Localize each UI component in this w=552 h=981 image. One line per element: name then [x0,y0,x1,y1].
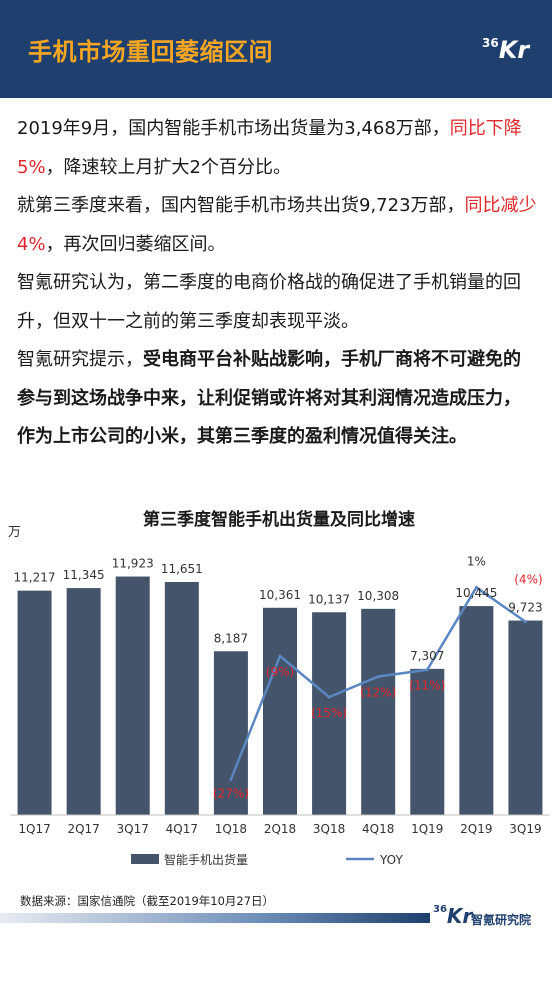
footer-gradient-bar [0,913,430,923]
bar-2Q19 [459,606,494,815]
bar-value-label: 11,923 [112,557,154,571]
logo-number: 36 [482,36,499,50]
footer-logo: 36Kr [433,904,472,928]
yoy-value-label: 1% [467,554,486,568]
bar-value-label: 10,445 [455,586,497,600]
y-axis-unit: 万 [8,525,21,540]
paragraph: 智氪研究认为，第二季度的电商价格战的确促进了手机销量的回升，但双十一之前的第三季… [17,264,537,341]
logo-letters: Kr [498,36,530,64]
yoy-value-label: (12%) [360,686,396,700]
bar-4Q18 [361,608,396,815]
x-tick-label: 2Q18 [264,822,296,836]
x-tick-label: 2Q17 [67,822,99,836]
text-run: 就第三季度来看，国内智能手机市场共出货9,723万部， [17,195,465,216]
bar-value-label: 10,361 [259,588,301,602]
legend-bar-swatch [131,854,159,864]
yoy-point [278,654,282,658]
yoy-point [327,695,331,699]
bar-value-label: 10,137 [308,592,350,606]
yoy-point [229,777,233,781]
bar-value-label: 9,723 [508,601,542,615]
bar-value-label: 10,308 [357,589,399,603]
chart-title: 第三季度智能手机出货量及同比增速 [143,509,415,530]
x-tick-label: 1Q18 [215,822,247,836]
brand-logo: 36Kr [482,36,529,64]
text-run: 智氪研究提示， [17,349,143,370]
bar-3Q19 [508,620,543,815]
yoy-point [523,620,527,624]
yoy-value-label: (27%) [213,786,249,800]
header-banner: 手机市场重回萎缩区间 36Kr [0,0,552,98]
bar-3Q18 [312,612,347,815]
bold-text: 受电商平台补贴战影响，手机厂商将不可避免的参与到这场战争中来，让利促销或许将对其… [17,349,521,447]
x-tick-label: 1Q17 [18,822,50,836]
bar-value-label: 7,307 [410,649,444,663]
highlight-text: 同比减少4% [17,195,537,255]
bar-1Q18 [213,651,248,815]
x-tick-label: 2Q19 [460,822,492,836]
footer-logo-letters: Kr [446,904,473,928]
yoy-value-label: (15%) [311,706,347,720]
bar-1Q17 [17,590,52,815]
bar-4Q17 [164,581,199,815]
legend-line-label: YOY [379,853,403,867]
bar-1Q19 [410,668,445,815]
bar-2Q18 [263,607,297,815]
bar-value-label: 11,217 [14,571,56,585]
x-tick-label: 4Q17 [166,822,198,836]
footer-logo-number: 36 [433,904,447,915]
x-tick-label: 1Q19 [411,822,443,836]
text-run: ，降速较上月扩大2个百分比。 [45,156,292,178]
paragraph: 2019年9月，国内智能手机市场出货量为3,468万部，同比下降5%，降速较上月… [17,110,537,187]
yoy-value-label: (4%) [514,573,542,587]
bar-value-label: 8,187 [214,631,248,645]
highlight-text: 同比下降5% [17,118,522,178]
x-tick-label: 3Q18 [313,822,345,836]
bar-2Q17 [66,588,101,815]
yoy-point [474,585,478,589]
data-source: 数据来源：国家信通院（截至2019年10月27日） [20,894,275,908]
paragraph: 智氪研究提示，受电商平台补贴战影响，手机厂商将不可避免的参与到这场战争中来，让利… [17,341,537,457]
yoy-value-label: (11%) [409,679,445,693]
bar-value-label: 11,345 [63,568,105,582]
x-tick-label: 3Q19 [509,822,541,836]
x-tick-label: 3Q17 [117,822,149,836]
page-title: 手机市场重回萎缩区间 [28,38,273,66]
legend-bar-label: 智能手机出货量 [164,852,248,867]
bar-value-label: 11,651 [161,562,203,576]
yoy-value-label: (9%) [266,665,294,679]
x-tick-label: 4Q18 [362,822,394,836]
bar-3Q17 [115,576,150,815]
article-text: 2019年9月，国内智能手机市场出货量为3,468万部，同比下降5%，降速较上月… [17,110,537,457]
footer-org-name: 智氪研究院 [471,913,532,927]
text-run: 智氪研究认为，第二季度的电商价格战的确促进了手机销量的回升，但双十一之前的第三季… [17,272,521,332]
paragraph: 就第三季度来看，国内智能手机市场共出货9,723万部，同比减少4%，再次回归萎缩… [17,187,537,264]
yoy-point [425,668,429,672]
yoy-point [376,675,380,679]
text-run: ，再次回归萎缩区间。 [45,233,226,255]
shipment-chart: 第三季度智能手机出货量及同比增速 万 11,217 11,345 11,923 11,… [8,509,550,867]
text-run: 2019年9月，国内智能手机市场出货量为3,468万部， [17,118,450,139]
